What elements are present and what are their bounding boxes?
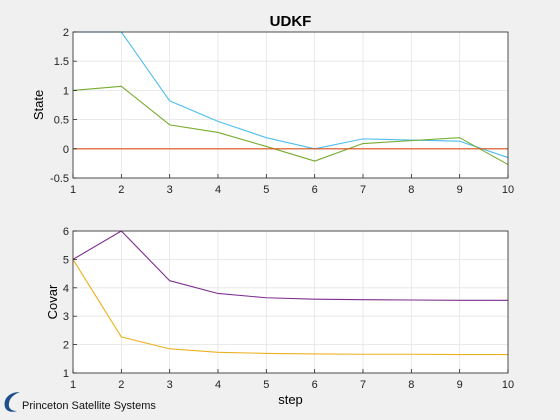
- x-tick-label: 2: [118, 379, 124, 391]
- x-tick-label: 4: [215, 379, 221, 391]
- brand-name: Princeton Satellite Systems: [22, 400, 156, 412]
- y-tick-label: 6: [63, 226, 69, 238]
- x-tick-label: 8: [408, 379, 414, 391]
- x-tick-label: 4: [215, 184, 221, 196]
- state-axes-box: [72, 31, 509, 179]
- x-tick-label: 2: [118, 184, 124, 196]
- covar-axes-background: [73, 231, 508, 373]
- x-tick-label: 10: [502, 379, 514, 391]
- y-tick-label: 0: [63, 144, 69, 156]
- y-tick-label: 1: [63, 368, 69, 380]
- y-tick-label: 5: [63, 254, 69, 266]
- x-tick-label: 6: [312, 184, 318, 196]
- x-tick-label: 9: [457, 184, 463, 196]
- x-tick-label: 3: [167, 184, 173, 196]
- x-tick-label: 7: [360, 379, 366, 391]
- x-tick-label: 8: [408, 184, 414, 196]
- y-tick-label: 2: [63, 340, 69, 352]
- state-ticks: 1 2 3 4 5 6 7 8 9 10 -0.5 0 0.5 1 1.5 2: [50, 27, 514, 196]
- x-tick-label: 7: [360, 184, 366, 196]
- x-tick-label: 5: [263, 184, 269, 196]
- y-tick-label: -0.5: [50, 173, 69, 185]
- x-tick-label: 5: [263, 379, 269, 391]
- x-tick-label: 1: [70, 184, 76, 196]
- state-axes-background: [73, 32, 508, 178]
- covar-plot: 1 2 3 4 5 6 7 8 9 10 1 2 3 4 5 6 step Covar: [45, 226, 514, 407]
- covar-axes-box: [72, 230, 509, 374]
- series-line-1: [73, 31, 509, 159]
- chart-title: UDKF: [270, 13, 312, 30]
- series-line-2: [72, 85, 509, 166]
- y-tick-label: 4: [63, 283, 69, 295]
- y-tick-label: 3: [63, 311, 69, 323]
- y-tick-label: 2: [63, 27, 69, 39]
- state-series: [72, 31, 509, 166]
- swoosh-logo-icon: [4, 392, 20, 412]
- y-tick-label: 1.5: [54, 56, 69, 68]
- x-tick-label: 6: [312, 379, 318, 391]
- x-tick-label: 1: [70, 379, 76, 391]
- covar-y-axis-label: Covar: [45, 284, 60, 319]
- y-tick-label: 0.5: [54, 115, 69, 127]
- y-tick-label: 1: [63, 85, 69, 97]
- series-line-2: [72, 259, 508, 356]
- x-tick-label: 3: [167, 379, 173, 391]
- covar-x-axis-label: step: [278, 392, 303, 407]
- covar-series: [72, 230, 508, 356]
- state-y-axis-label: State: [31, 90, 46, 120]
- x-tick-label: 9: [457, 379, 463, 391]
- series-line-1: [72, 230, 508, 301]
- covar-ticks: 1 2 3 4 5 6 7 8 9 10 1 2 3 4 5 6: [63, 226, 514, 391]
- state-plot: 1 2 3 4 5 6 7 8 9 10 -0.5 0 0.5 1 1.5 2 UDKF State: [31, 13, 514, 196]
- x-tick-label: 10: [502, 184, 514, 196]
